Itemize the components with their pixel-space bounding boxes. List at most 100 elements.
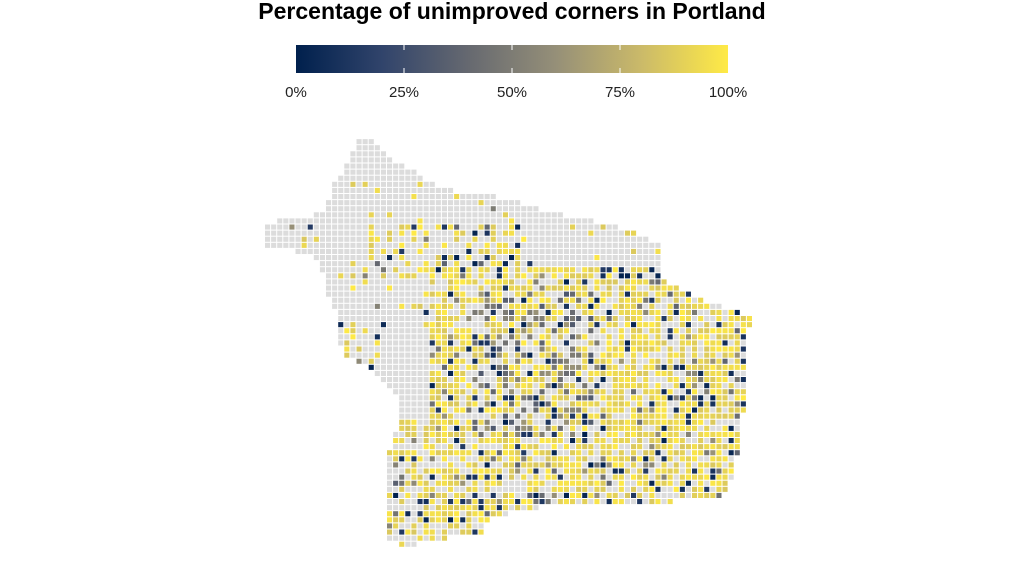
map-grid-cell <box>661 383 667 389</box>
map-grid-cell <box>618 303 624 309</box>
map-grid-cell <box>661 377 667 383</box>
map-grid-cell <box>576 218 582 224</box>
map-grid-cell <box>460 273 466 279</box>
map-grid-cell <box>527 431 533 437</box>
map-grid-cell <box>685 480 691 486</box>
map-grid-cell <box>606 322 612 328</box>
map-grid-cell <box>484 248 490 254</box>
map-grid-cell <box>356 346 362 352</box>
map-grid-cell <box>588 364 594 370</box>
map-grid-cell <box>454 303 460 309</box>
map-grid-cell <box>466 401 472 407</box>
map-grid-cell <box>387 462 393 468</box>
map-grid-cell <box>472 486 478 492</box>
map-grid-cell <box>722 340 728 346</box>
map-grid-cell <box>368 261 374 267</box>
map-grid-cell <box>545 297 551 303</box>
map-grid-cell <box>545 261 551 267</box>
map-grid-cell <box>356 328 362 334</box>
map-grid-cell <box>673 468 679 474</box>
map-grid-cell <box>429 358 435 364</box>
map-grid-cell <box>655 499 661 505</box>
map-grid-cell <box>685 395 691 401</box>
map-grid-cell <box>582 462 588 468</box>
map-grid-cell <box>515 419 521 425</box>
map-grid-cell <box>417 279 423 285</box>
map-grid-cell <box>441 200 447 206</box>
map-grid-cell <box>624 431 630 437</box>
map-grid-cell <box>484 438 490 444</box>
map-grid-cell <box>716 383 722 389</box>
map-grid-cell <box>570 346 576 352</box>
map-grid-cell <box>374 309 380 315</box>
map-grid-cell <box>600 419 606 425</box>
map-grid-cell <box>661 303 667 309</box>
map-grid-cell <box>441 358 447 364</box>
map-grid-cell <box>509 309 515 315</box>
map-grid-cell <box>557 248 563 254</box>
map-grid-cell <box>350 255 356 261</box>
map-grid-cell <box>423 505 429 511</box>
map-grid-cell <box>466 444 472 450</box>
map-grid-cell <box>698 438 704 444</box>
map-grid-cell <box>441 517 447 523</box>
map-grid-cell <box>502 431 508 437</box>
map-grid-cell <box>448 297 454 303</box>
map-grid-cell <box>387 200 393 206</box>
map-grid-cell <box>612 462 618 468</box>
map-grid-cell <box>679 413 685 419</box>
map-grid-cell <box>350 175 356 181</box>
map-grid-cell <box>374 346 380 352</box>
map-grid-cell <box>387 377 393 383</box>
map-grid-cell <box>521 377 527 383</box>
map-grid-cell <box>484 444 490 450</box>
map-grid-cell <box>429 413 435 419</box>
map-grid-cell <box>472 322 478 328</box>
map-grid-cell <box>496 419 502 425</box>
map-grid-cell <box>509 486 515 492</box>
map-grid-cell <box>478 419 484 425</box>
map-grid-cell <box>533 468 539 474</box>
map-grid-cell <box>557 316 563 322</box>
map-grid-cell <box>563 267 569 273</box>
map-grid-cell <box>417 499 423 505</box>
map-grid-cell <box>624 242 630 248</box>
map-grid-cell <box>411 309 417 315</box>
map-grid-cell <box>704 358 710 364</box>
map-grid-cell <box>643 303 649 309</box>
map-grid-cell <box>685 474 691 480</box>
map-grid-cell <box>667 456 673 462</box>
map-grid-cell <box>557 419 563 425</box>
map-grid-cell <box>429 419 435 425</box>
map-grid-cell <box>405 248 411 254</box>
map-grid-cell <box>460 431 466 437</box>
map-grid-cell <box>387 248 393 254</box>
map-grid-cell <box>588 389 594 395</box>
map-grid-cell <box>454 456 460 462</box>
map-grid-cell <box>454 377 460 383</box>
map-grid-cell <box>722 401 728 407</box>
map-grid-cell <box>362 248 368 254</box>
map-grid-cell <box>472 419 478 425</box>
map-grid-cell <box>539 218 545 224</box>
map-grid-cell <box>551 340 557 346</box>
map-grid-cell <box>582 377 588 383</box>
map-grid-cell <box>417 236 423 242</box>
map-grid-cell <box>399 224 405 230</box>
map-grid-cell <box>588 413 594 419</box>
map-grid-cell <box>423 303 429 309</box>
map-grid-cell <box>490 194 496 200</box>
map-grid-cell <box>643 242 649 248</box>
map-grid-cell <box>649 395 655 401</box>
map-grid-cell <box>490 407 496 413</box>
map-grid-cell <box>557 340 563 346</box>
map-grid-cell <box>417 334 423 340</box>
map-grid-cell <box>631 450 637 456</box>
map-grid-cell <box>606 395 612 401</box>
map-grid-cell <box>368 297 374 303</box>
map-grid-cell <box>563 303 569 309</box>
map-grid-cell <box>679 316 685 322</box>
map-grid-cell <box>698 358 704 364</box>
map-grid-cell <box>441 492 447 498</box>
map-grid-cell <box>661 401 667 407</box>
